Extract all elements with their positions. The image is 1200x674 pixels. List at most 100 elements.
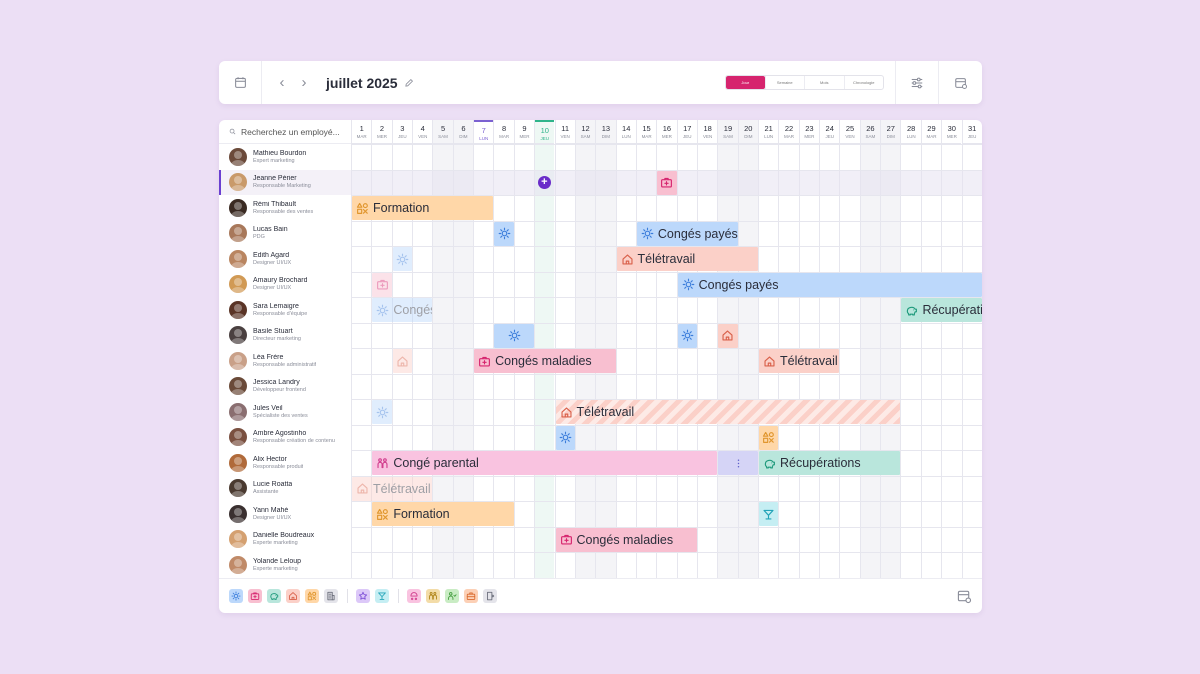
event-conges[interactable] (392, 247, 413, 271)
event-teletravail[interactable] (392, 349, 413, 373)
day-header[interactable]: 8 MAR (494, 120, 514, 144)
day-header[interactable]: 5 SAM (433, 120, 453, 144)
day-header[interactable]: 9 MER (514, 120, 535, 144)
view-timeline-button[interactable]: Chronologie (843, 76, 884, 89)
employee-row[interactable]: Jeanne Périer Responsable Marketing (219, 169, 351, 195)
legend-briefcase-icon[interactable] (464, 589, 478, 603)
day-header[interactable]: 11 VEN (555, 120, 575, 144)
legend-shapes-icon[interactable] (305, 589, 319, 603)
day-header[interactable]: 31 JEU (962, 120, 982, 144)
day-header[interactable]: 18 VEN (697, 120, 718, 144)
day-header[interactable]: 17 JEU (677, 120, 697, 144)
event-recup[interactable]: Récupérations (901, 298, 982, 322)
legend-sun-icon[interactable] (229, 589, 243, 603)
day-header[interactable]: 21 LUN (759, 120, 779, 144)
event-event[interactable] (759, 502, 779, 526)
event-teletravail[interactable]: Télétravail (555, 400, 901, 424)
view-month-button[interactable]: Mois (804, 76, 844, 89)
day-header[interactable]: 30 MER (942, 120, 962, 144)
day-header[interactable]: 4 VEN (413, 120, 433, 144)
day-header[interactable]: 12 SAM (575, 120, 596, 144)
event-teletravail[interactable]: Télétravail (352, 476, 433, 501)
event-maladie[interactable]: Congés maladies (474, 349, 616, 373)
employee-row[interactable]: Amaury Brochard Designer UI/UX (219, 272, 351, 298)
day-header[interactable]: 6 DIM (453, 120, 474, 144)
employee-row[interactable]: Edith Agard Designer UI/UX (219, 246, 351, 272)
event-conges[interactable] (494, 323, 535, 348)
employee-row[interactable]: Yann Mahé Designer UI/UX (219, 501, 351, 527)
view-week-button[interactable]: Semaine (764, 76, 805, 89)
event-conges[interactable] (677, 323, 697, 348)
employee-row[interactable]: Jules Veil Spécialiste des ventes (219, 399, 351, 425)
legend-building-icon[interactable] (324, 589, 338, 603)
employee-row[interactable]: Léa Frère Responsable administratif (219, 348, 351, 374)
employee-row[interactable]: Danielle Boudreaux Experte marketing (219, 527, 351, 553)
calendar-gear-icon[interactable] (957, 589, 972, 609)
pencil-icon[interactable] (404, 78, 414, 88)
employee-row[interactable]: Basile Stuart Directeur marketing (219, 323, 351, 349)
event-teletravail[interactable]: Télétravail (759, 349, 840, 373)
day-header[interactable]: 15 MAR (636, 120, 657, 144)
day-header[interactable]: 24 JEU (820, 120, 840, 144)
day-header[interactable]: 7 LUN (474, 120, 494, 144)
employee-row[interactable]: Rémi Thibault Responsable des ventes (219, 195, 351, 221)
day-header[interactable]: 14 LUN (616, 120, 636, 144)
event-conges[interactable] (372, 400, 392, 424)
legend-family-icon[interactable] (426, 589, 440, 603)
search-input[interactable] (241, 126, 351, 137)
employee-row[interactable]: Lucas Bain PDG (219, 221, 351, 247)
day-header[interactable]: 16 MER (657, 120, 677, 144)
legend-star-icon[interactable] (356, 589, 370, 603)
event-recup[interactable]: Récupérations (759, 451, 901, 475)
event-conges[interactable] (494, 221, 514, 246)
view-day-button[interactable]: Jour (726, 76, 765, 89)
legend-house-icon[interactable] (286, 589, 300, 603)
event-parental[interactable]: Congé parental (372, 451, 718, 475)
legend-cocktail-icon[interactable] (375, 589, 389, 603)
event-more[interactable] (718, 451, 758, 475)
day-header[interactable]: 1 MAR (352, 120, 372, 144)
event-conges[interactable]: Congés payés (372, 298, 433, 322)
add-event-button[interactable]: + (537, 175, 551, 189)
day-header[interactable]: 28 LUN (901, 120, 921, 144)
event-maladie[interactable] (372, 272, 392, 297)
event-conges[interactable]: Congés payés (636, 221, 738, 246)
employee-row[interactable]: Alix Hector Responsable produit (219, 450, 351, 476)
legend-door-icon[interactable] (483, 589, 497, 603)
event-formation[interactable]: Formation (372, 502, 514, 526)
event-teletravail[interactable]: Télétravail (616, 247, 758, 271)
employee-row[interactable]: Mathieu Bourdon Expert marketing (219, 144, 351, 170)
filter-sliders-icon[interactable] (895, 61, 938, 104)
day-header[interactable]: 22 MAR (779, 120, 799, 144)
legend-medkit-icon[interactable] (248, 589, 262, 603)
legend-piggy-bank-icon[interactable] (267, 589, 281, 603)
day-header[interactable]: 20 DIM (738, 120, 758, 144)
chevron-left-icon[interactable]: ‹ (279, 74, 285, 91)
day-header[interactable]: 2 MER (372, 120, 392, 144)
event-formation[interactable]: Formation (352, 196, 494, 220)
event-conges[interactable] (555, 425, 575, 450)
calendar-settings-icon[interactable] (938, 61, 982, 104)
event-maladie[interactable]: Congés maladies (555, 527, 697, 552)
employee-row[interactable]: Yolande Leloup Experte marketing (219, 552, 351, 578)
event-formation[interactable] (759, 425, 779, 450)
day-header[interactable]: 26 SAM (860, 120, 881, 144)
day-header[interactable]: 25 VEN (840, 120, 860, 144)
day-header[interactable]: 23 MER (799, 120, 820, 144)
legend-person-icon[interactable] (445, 589, 459, 603)
day-header[interactable]: 10 JEU (535, 120, 555, 144)
event-conges[interactable]: Congés payés (677, 272, 982, 297)
day-header[interactable]: 3 JEU (392, 120, 413, 144)
day-header[interactable]: 29 MAR (921, 120, 942, 144)
day-header[interactable]: 13 DIM (596, 120, 616, 144)
day-header[interactable]: 19 SAM (718, 120, 738, 144)
event-maladie[interactable] (657, 170, 677, 195)
employee-row[interactable]: Sara Lemaigre Responsable d'équipe (219, 297, 351, 323)
event-teletravail[interactable] (718, 323, 738, 348)
employee-row[interactable]: Jessica Landry Développeur frontend (219, 374, 351, 400)
employee-row[interactable]: Ambre Agostinho Responsable création de c… (219, 425, 351, 451)
legend-baby-icon[interactable] (407, 589, 421, 603)
employee-row[interactable]: Lucie Roatta Assistante (219, 476, 351, 502)
chevron-right-icon[interactable]: › (301, 74, 307, 91)
calendar-icon[interactable] (219, 61, 262, 104)
